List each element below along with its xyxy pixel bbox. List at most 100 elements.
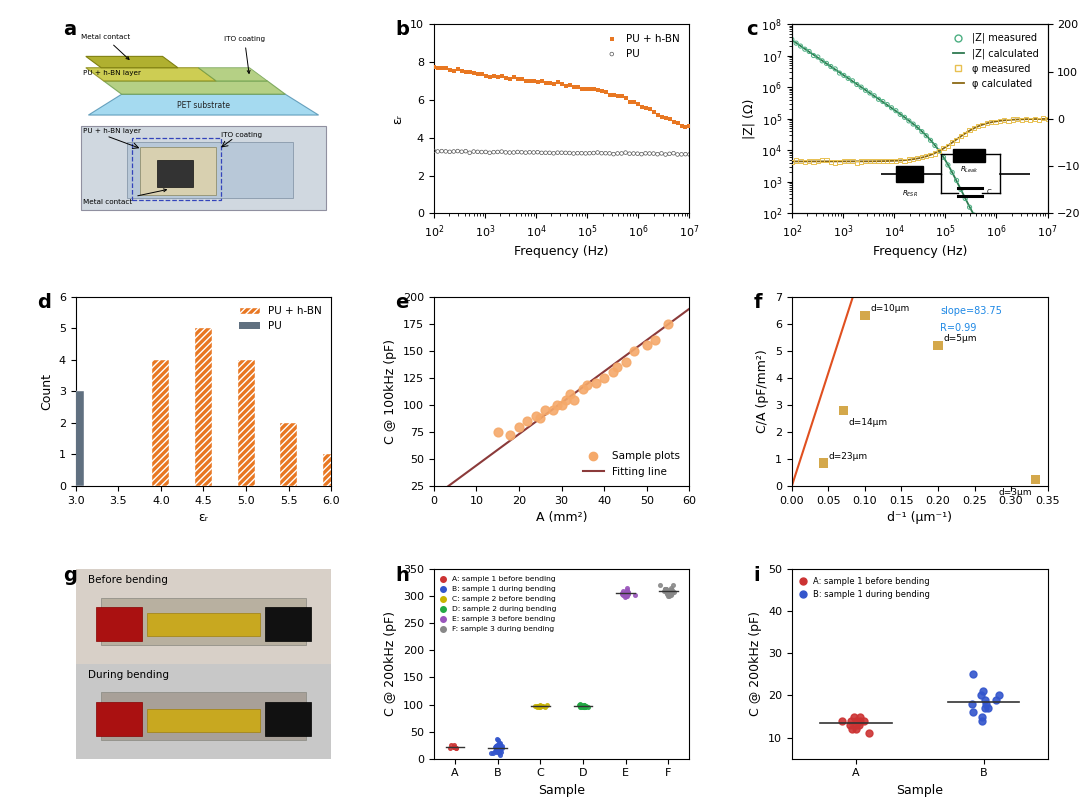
Text: d=5μm: d=5μm: [943, 333, 976, 342]
Point: [927, 147, 944, 160]
Point: [531, 699, 549, 712]
PU + h-BN: [525, 74, 542, 87]
Text: PU + h-BN layer: PU + h-BN layer: [83, 70, 141, 77]
Point: [987, 236, 1004, 249]
PU: [600, 147, 618, 160]
Point: [659, 587, 676, 600]
Point: [892, 108, 909, 121]
Point: [948, 133, 966, 146]
Bar: [76, 569, 332, 664]
PU: [581, 147, 598, 160]
Point: [604, 366, 621, 379]
Point: [813, 154, 831, 167]
PU: [621, 147, 638, 160]
Point: [918, 150, 935, 163]
Point: [615, 587, 632, 600]
Point: [490, 734, 508, 746]
Point: [909, 151, 927, 164]
Point: [831, 67, 848, 80]
Y-axis label: C @ 100kHz (pF): C @ 100kHz (pF): [384, 339, 397, 444]
Point: [491, 739, 509, 752]
Point: [487, 740, 504, 753]
PU: [497, 146, 514, 159]
PU + h-BN: [461, 65, 478, 78]
PU + h-BN: [569, 80, 586, 93]
PU: [437, 145, 455, 158]
PU: [505, 146, 523, 159]
X-axis label: Sample: Sample: [896, 784, 943, 797]
PU + h-BN: [561, 78, 578, 91]
Point: [931, 144, 948, 157]
Point: [527, 409, 544, 422]
Point: [1030, 270, 1048, 283]
Point: [996, 245, 1013, 257]
Point: [783, 156, 800, 169]
PU: [677, 148, 694, 161]
Point: [664, 586, 681, 599]
PU + h-BN: [581, 82, 598, 95]
Point: [973, 714, 990, 727]
Point: [869, 93, 887, 106]
Point: [658, 583, 675, 596]
Bar: [158, 161, 193, 187]
Point: [1026, 473, 1043, 486]
PU: [492, 145, 510, 158]
Point: [528, 700, 545, 713]
Point: [618, 586, 635, 599]
PU: [525, 146, 542, 159]
Polygon shape: [85, 68, 216, 81]
PU: [597, 147, 615, 160]
PU + h-BN: [621, 95, 638, 108]
PU + h-BN: [637, 101, 654, 114]
Text: h: h: [395, 566, 409, 584]
PU + h-BN: [532, 75, 550, 88]
Point: [529, 700, 546, 713]
Point: [905, 118, 922, 131]
PU: [561, 147, 578, 160]
PU + h-BN: [489, 70, 507, 83]
Point: [491, 737, 509, 750]
Point: [852, 81, 869, 94]
Point: [918, 129, 935, 142]
PU: [617, 146, 634, 159]
PU: [605, 148, 622, 161]
Point: [448, 742, 465, 755]
Point: [663, 587, 680, 600]
PU: [473, 145, 490, 158]
Point: [492, 739, 510, 752]
Point: [661, 590, 678, 603]
Point: [843, 74, 861, 87]
Point: [618, 587, 635, 600]
X-axis label: d⁻¹ (μm⁻¹): d⁻¹ (μm⁻¹): [887, 512, 953, 525]
Point: [531, 412, 549, 424]
PU + h-BN: [613, 90, 631, 102]
Bar: [139, 147, 216, 194]
Point: [931, 144, 948, 157]
Point: [575, 700, 592, 713]
Text: PU + h-BN layer: PU + h-BN layer: [83, 128, 141, 134]
Point: [1022, 114, 1039, 127]
PU + h-BN: [505, 70, 523, 83]
Point: [619, 587, 636, 600]
Point: [532, 700, 550, 713]
PU: [557, 146, 575, 159]
Point: [618, 589, 635, 602]
Point: [991, 241, 1009, 254]
Point: [575, 698, 592, 711]
Point: [490, 746, 508, 759]
PU: [549, 146, 566, 159]
Point: [846, 710, 863, 723]
PU: [449, 144, 467, 157]
Point: [488, 745, 505, 758]
Point: [527, 700, 544, 713]
PU + h-BN: [593, 85, 610, 98]
Point: [961, 201, 978, 214]
PU: [553, 146, 570, 159]
Point: [575, 700, 592, 713]
PU + h-BN: [545, 77, 563, 90]
Point: [1013, 258, 1030, 271]
PU + h-BN: [565, 81, 582, 94]
Point: [814, 457, 832, 470]
Point: [445, 740, 462, 753]
Point: [662, 582, 679, 595]
